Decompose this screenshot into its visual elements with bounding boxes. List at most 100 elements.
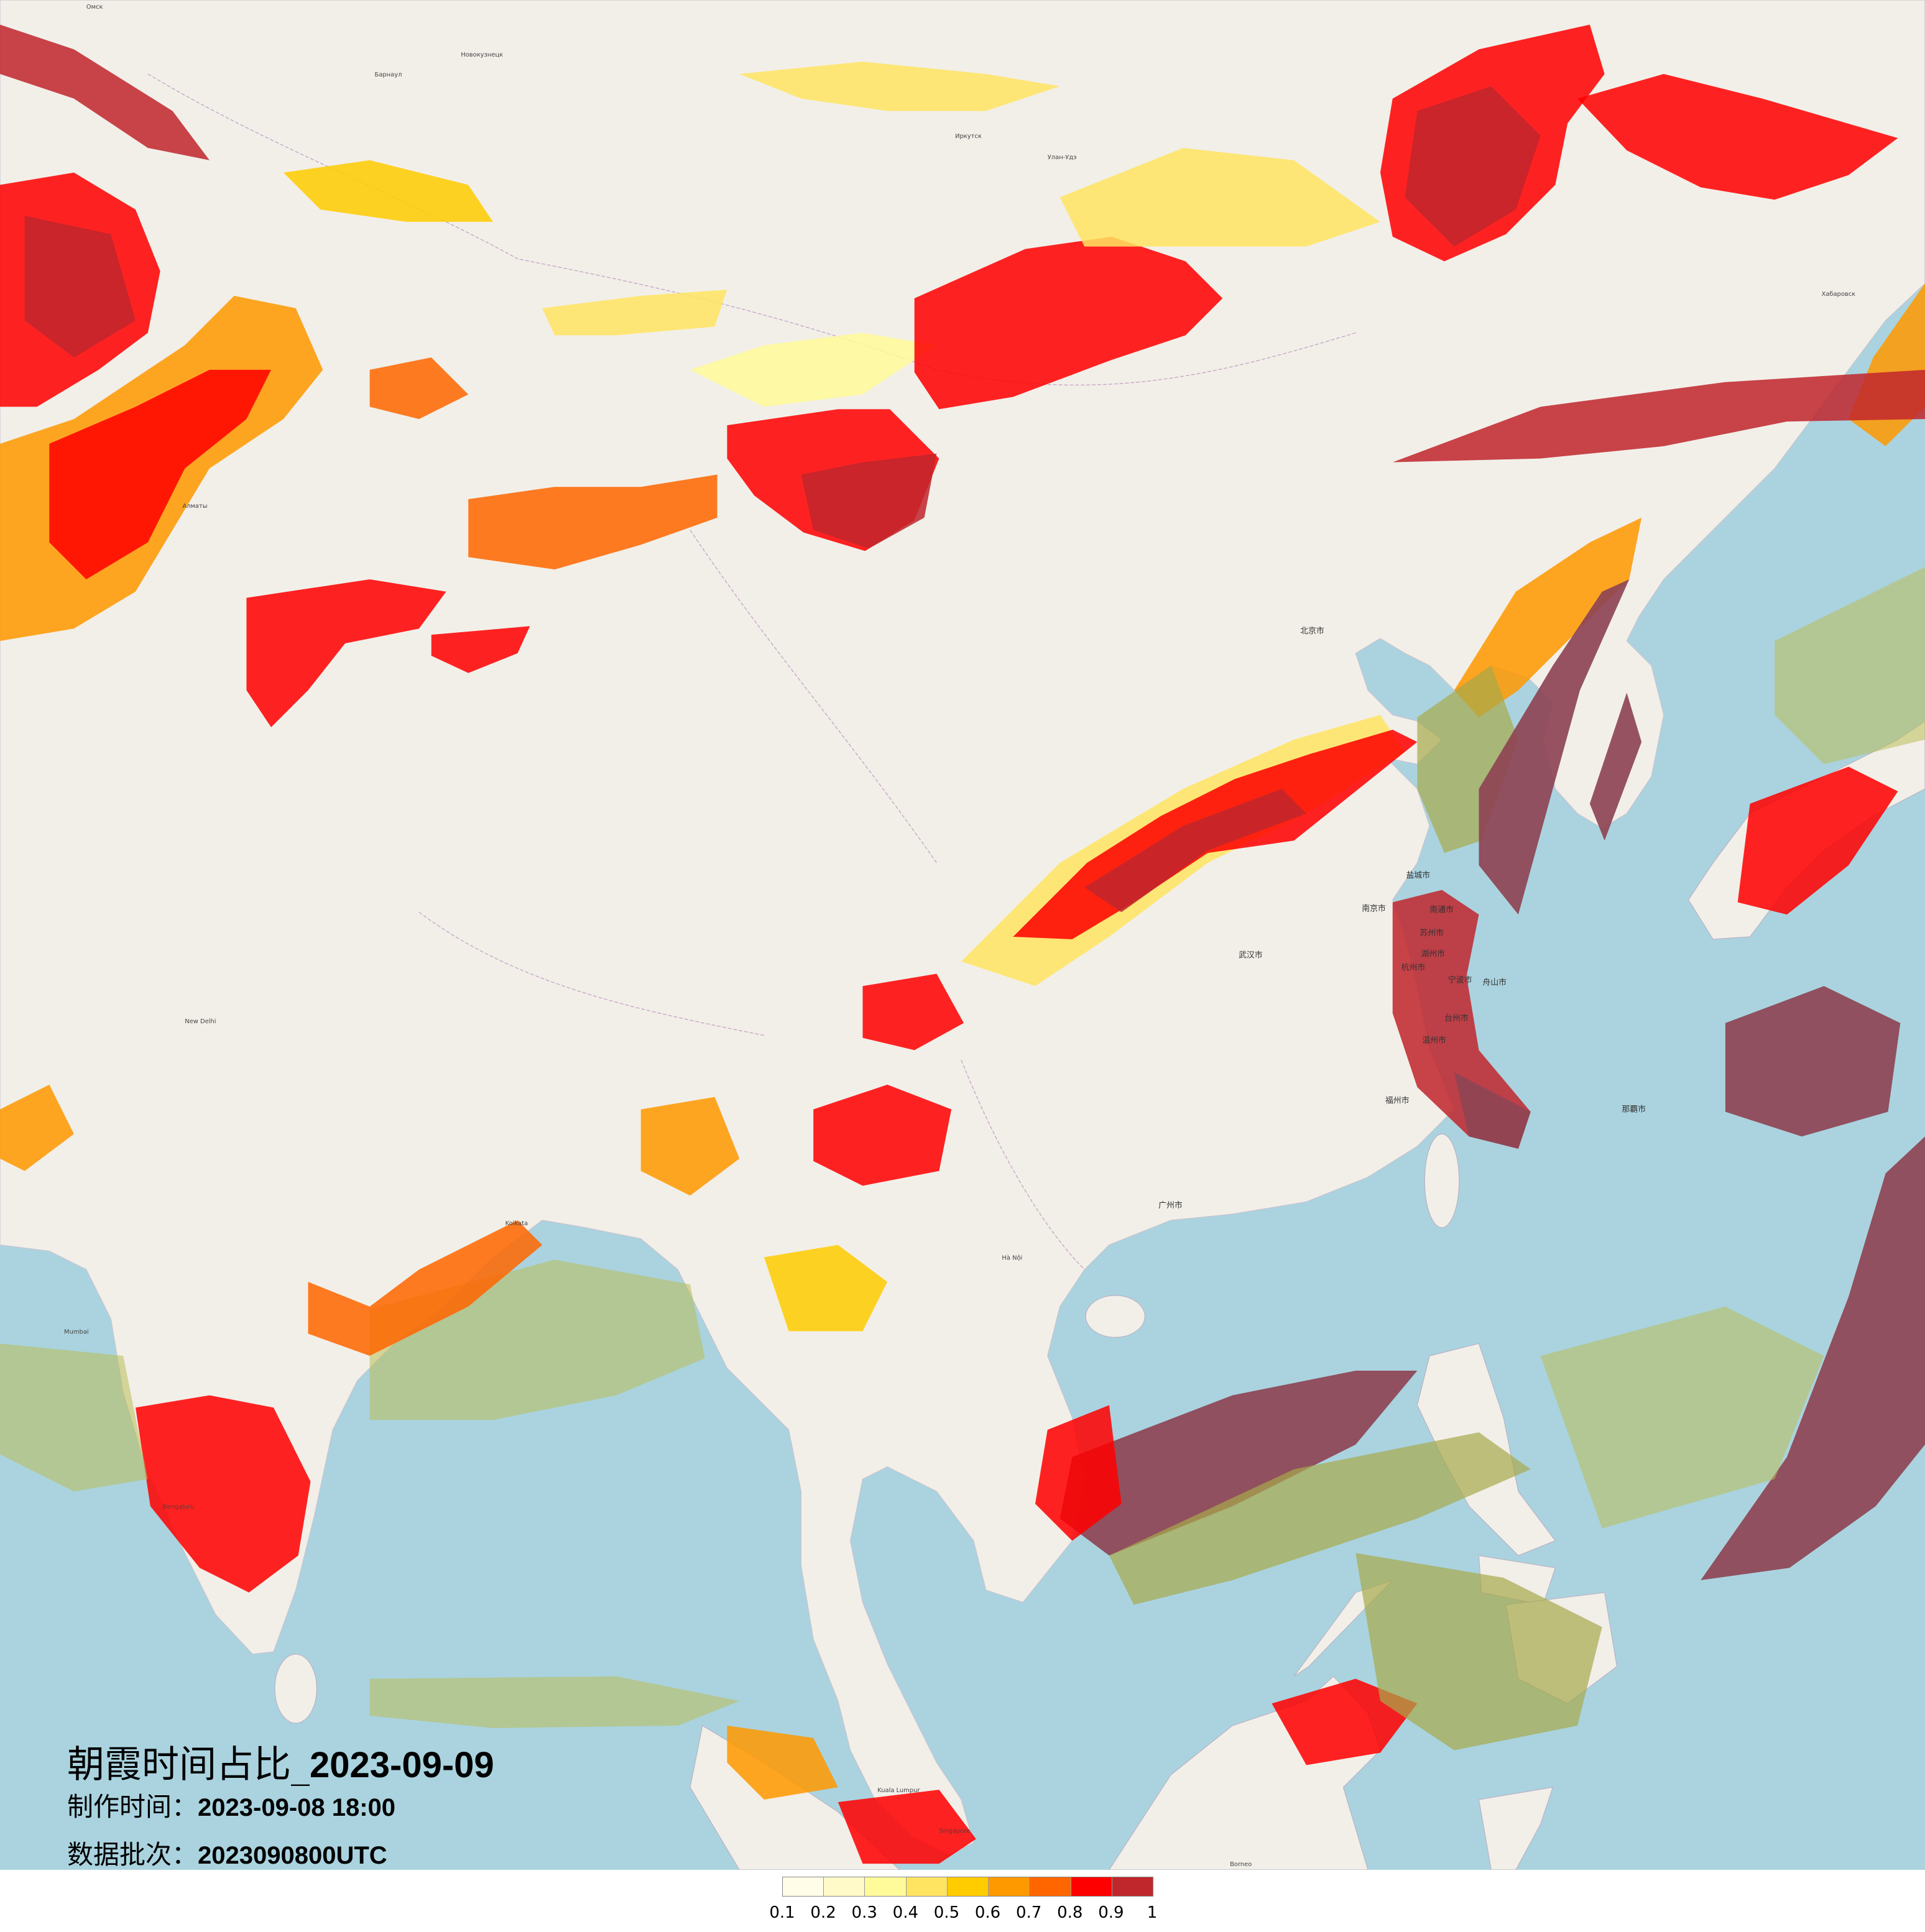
map-label: 那覇市	[1622, 1105, 1646, 1115]
overlay-region	[640, 1097, 740, 1196]
overlay-region	[49, 369, 272, 579]
legend-swatch	[989, 1877, 1030, 1896]
overlay-region	[1405, 86, 1541, 247]
map-label: 武汉市	[1239, 950, 1263, 960]
overlay-region	[813, 1084, 952, 1186]
legend-label: 0.3	[851, 1903, 877, 1922]
map-label: Kolkata	[505, 1220, 528, 1227]
legend-label: 0.7	[1015, 1903, 1042, 1922]
production-time: 制作时间：2023-09-08 18:00	[67, 1786, 395, 1824]
legend-label: 0.1	[769, 1903, 795, 1922]
overlay-region	[727, 1726, 838, 1800]
overlay-region	[1355, 1553, 1602, 1750]
overlay-region	[24, 216, 136, 358]
map-label: 盐城市	[1406, 870, 1431, 880]
forecast-overlay	[0, 24, 1925, 1864]
map-labels: Омск Барнаул Новокузнецк Иркутск Улан-Уд…	[64, 4, 1855, 1868]
map-label: Барнаул	[375, 71, 402, 78]
overlay-region	[1059, 1370, 1418, 1556]
overlay-region	[838, 1790, 976, 1864]
overlay-region	[246, 579, 446, 727]
overlay-region	[283, 160, 493, 222]
legend-label: 0.5	[933, 1903, 960, 1922]
map-label: New Delhi	[185, 1018, 216, 1025]
legend-swatch	[1071, 1877, 1112, 1896]
legend-labels: 0.1 0.2 0.3 0.4 0.5 0.6 0.7 0.8 0.9 1	[769, 1903, 1169, 1925]
sulawesi	[1478, 1787, 1554, 1870]
map-label: 杭州市	[1401, 963, 1426, 973]
map-label: Иркутск	[955, 133, 982, 140]
overlay-region	[136, 1395, 311, 1593]
map-label: 福州市	[1385, 1096, 1410, 1106]
legend-swatch	[1030, 1877, 1071, 1896]
legend-swatch	[865, 1877, 907, 1896]
overlay-region	[1392, 369, 1925, 462]
legend-swatch	[783, 1877, 824, 1896]
hainan	[1085, 1295, 1145, 1338]
overlay-region	[1059, 147, 1380, 247]
legend-swatch	[824, 1877, 866, 1896]
legend-label: 0.6	[974, 1903, 1001, 1922]
overlay-region	[1701, 1136, 1925, 1581]
overlay-region	[0, 24, 210, 160]
map-label: 湖州市	[1421, 949, 1445, 959]
overlay-region	[1084, 789, 1306, 913]
map-label: Алматы	[182, 503, 207, 510]
map-title: 朝霞时间占比_2023-09-09	[67, 1734, 494, 1788]
overlay-region	[369, 357, 469, 420]
map-label: 宁波市	[1448, 975, 1472, 985]
map-label: Омск	[86, 4, 103, 11]
overlay-region	[764, 1244, 888, 1332]
overlay-region	[1775, 567, 1925, 765]
legend-label: 0.4	[892, 1903, 919, 1922]
legend-label: 0.8	[1057, 1903, 1083, 1922]
map-label: 南京市	[1362, 903, 1386, 913]
overlay-region	[801, 453, 937, 549]
overlay-region	[0, 1084, 74, 1171]
map-label: 南通市	[1429, 904, 1454, 914]
map-label: 舟山市	[1482, 977, 1507, 987]
sri-lanka	[274, 1654, 317, 1724]
map-label: 苏州市	[1420, 928, 1444, 938]
legend-label: 1	[1147, 1903, 1158, 1922]
overlay-region	[1454, 1072, 1531, 1149]
data-batch-value: 2023090800UTC	[198, 1842, 387, 1869]
map-label: Singapore	[939, 1828, 970, 1835]
overlay-region	[369, 1676, 740, 1728]
map-label: Новокузнецк	[461, 52, 503, 58]
overlay-region	[1540, 1306, 1824, 1529]
map-label: Hà Nội	[1002, 1254, 1022, 1261]
map-label: 广州市	[1158, 1200, 1183, 1210]
legend-swatch	[947, 1877, 989, 1896]
legend-swatch	[906, 1877, 948, 1896]
overlay-region	[1589, 692, 1642, 841]
title-date: 2023-09-09	[310, 1745, 494, 1785]
overlay-region	[690, 333, 937, 407]
overlay-region	[914, 236, 1223, 410]
overlay-region	[431, 626, 530, 673]
legend-swatch	[1112, 1877, 1153, 1896]
taiwan	[1424, 1133, 1460, 1228]
data-batch-label: 数据批次：	[67, 1839, 198, 1870]
color-legend	[782, 1877, 1153, 1897]
map-label: 北京市	[1300, 626, 1324, 636]
overlay-region	[1109, 1432, 1531, 1605]
overlay-region	[1035, 1405, 1122, 1541]
overlay-region	[1479, 579, 1630, 915]
production-time-value: 2023-09-08 18:00	[198, 1794, 396, 1821]
map-canvas[interactable]: Омск Барнаул Новокузнецк Иркутск Улан-Уд…	[0, 0, 1925, 1870]
map-label: Mumbai	[64, 1328, 89, 1335]
data-batch: 数据批次：2023090800UTC	[67, 1834, 387, 1872]
map-label: Kuala Lumpur	[877, 1787, 920, 1794]
map-label: 台州市	[1444, 1013, 1469, 1023]
legend-label: 0.9	[1098, 1903, 1124, 1922]
overlay-region	[0, 1343, 148, 1492]
legend-label: 0.2	[810, 1903, 836, 1922]
map-label: Bengaluru	[163, 1504, 195, 1511]
overlay-region	[1392, 890, 1531, 1149]
overlay-region	[308, 1220, 543, 1356]
map-label: Borneo	[1230, 1861, 1252, 1868]
overlay-region	[1454, 517, 1642, 718]
production-time-label: 制作时间：	[67, 1792, 198, 1822]
overlay-region	[1577, 73, 1898, 200]
